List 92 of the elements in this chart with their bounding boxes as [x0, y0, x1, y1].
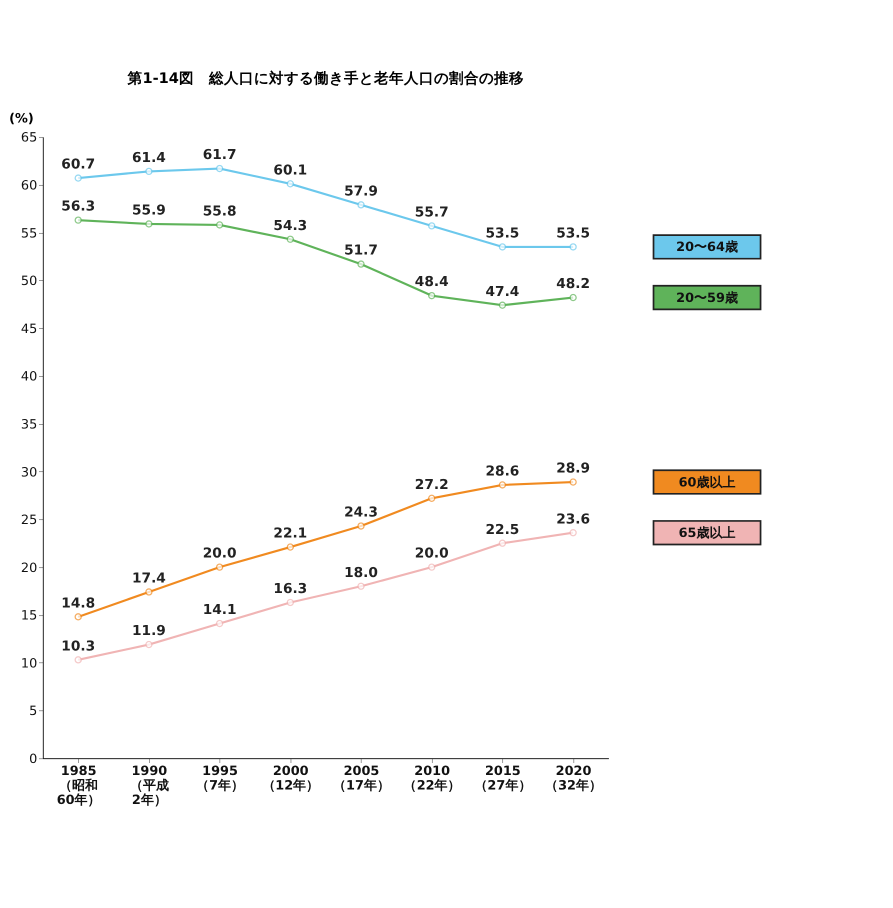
- x-tick-label: 2010 （22年）: [404, 764, 461, 794]
- data-label: 23.6: [556, 511, 590, 528]
- x-tick-label: 2000 （12年）: [262, 764, 320, 794]
- point: [357, 522, 365, 530]
- point: [569, 243, 577, 251]
- data-label: 53.5: [556, 225, 590, 242]
- y-tick-label: 35: [20, 417, 38, 432]
- data-label: 57.9: [344, 183, 378, 200]
- y-tick-label: 45: [20, 322, 38, 337]
- data-label: 55.8: [202, 203, 237, 220]
- point: [145, 220, 153, 228]
- point: [286, 236, 294, 243]
- point: [357, 260, 365, 268]
- text: 20〜64歳: [676, 240, 738, 256]
- point: [74, 656, 82, 664]
- point: [145, 588, 153, 596]
- data-label: 54.3: [273, 218, 308, 234]
- y-tick-label: 65: [20, 130, 38, 146]
- data-label: 16.3: [273, 581, 308, 598]
- point: [286, 180, 294, 188]
- y-tick-label: 5: [29, 704, 38, 720]
- y-tick-label: 60: [20, 178, 38, 194]
- data-label: 14.1: [202, 602, 237, 618]
- x-tick-label: 1995 （7年）: [196, 764, 244, 794]
- point: [357, 201, 365, 209]
- data-label: 61.7: [202, 147, 237, 164]
- x-tick-label: 1990 （平成 2年）: [130, 764, 169, 808]
- data-label: 11.9: [132, 623, 166, 640]
- data-label: 61.4: [132, 150, 166, 166]
- y-tick-label: 25: [20, 513, 38, 528]
- point: [569, 478, 577, 486]
- point: [74, 174, 82, 182]
- data-label: 48.4: [414, 274, 449, 290]
- point: [74, 613, 82, 621]
- x-tick-label: 1985 （昭和 60年）: [56, 764, 101, 808]
- y-tick-label: 15: [20, 608, 38, 624]
- data-label: 51.7: [344, 242, 378, 259]
- y-tick-label: 20: [20, 560, 38, 576]
- point: [498, 481, 506, 489]
- data-label: 20.0: [414, 546, 449, 562]
- x-tick-label: 2020 （32年）: [545, 764, 602, 794]
- data-label: 48.2: [556, 276, 590, 292]
- point: [428, 292, 436, 300]
- data-label: 55.7: [414, 204, 449, 220]
- point: [428, 222, 436, 230]
- point: [216, 164, 224, 172]
- text: 60歳以上: [678, 475, 736, 490]
- data-label: 14.8: [61, 595, 96, 612]
- data-label: 47.4: [486, 284, 520, 300]
- data-label: 24.3: [344, 504, 378, 521]
- y-tick-label: 10: [20, 656, 38, 672]
- text: 65歳以上: [678, 526, 736, 541]
- y-tick-label: 0: [29, 752, 38, 768]
- point: [357, 582, 365, 590]
- y-tick-label: 55: [20, 226, 38, 242]
- y-tick-label: 50: [20, 274, 38, 290]
- data-label: 22.5: [486, 522, 520, 538]
- point: [216, 620, 224, 628]
- data-label: 28.6: [486, 463, 520, 480]
- y-tick-label: 30: [20, 465, 38, 480]
- point: [428, 563, 436, 571]
- data-label: 60.1: [273, 162, 308, 178]
- x-tick-label: 2015 （27年）: [474, 764, 532, 794]
- point: [74, 216, 82, 224]
- point: [498, 540, 506, 547]
- point: [498, 302, 506, 309]
- text: 20〜59歳: [676, 290, 738, 306]
- data-label: 20.0: [202, 546, 237, 562]
- data-label: 28.9: [556, 460, 590, 477]
- data-label: 60.7: [61, 156, 96, 173]
- point: [569, 294, 577, 302]
- point: [216, 563, 224, 571]
- x-tick-label: 2005 （17年）: [333, 764, 390, 794]
- point: [498, 243, 506, 251]
- data-label: 10.3: [61, 638, 96, 654]
- y-tick-label: 40: [20, 370, 38, 385]
- data-label: 53.5: [486, 225, 520, 242]
- data-label: 56.3: [61, 198, 96, 215]
- point: [569, 529, 577, 536]
- data-label: 55.9: [132, 202, 166, 219]
- chart-title: 第1-14図 総人口に対する働き手と老年人口の割合の推移: [126, 68, 524, 87]
- data-label: 22.1: [273, 526, 308, 542]
- data-label: 27.2: [414, 476, 449, 493]
- data-label: 17.4: [132, 570, 166, 587]
- y-axis-title: (%): [9, 111, 34, 126]
- point: [428, 494, 436, 502]
- point: [216, 221, 224, 229]
- point: [145, 168, 153, 176]
- point: [145, 640, 153, 648]
- data-label: 18.0: [344, 564, 378, 581]
- point: [286, 598, 294, 606]
- point: [286, 543, 294, 551]
